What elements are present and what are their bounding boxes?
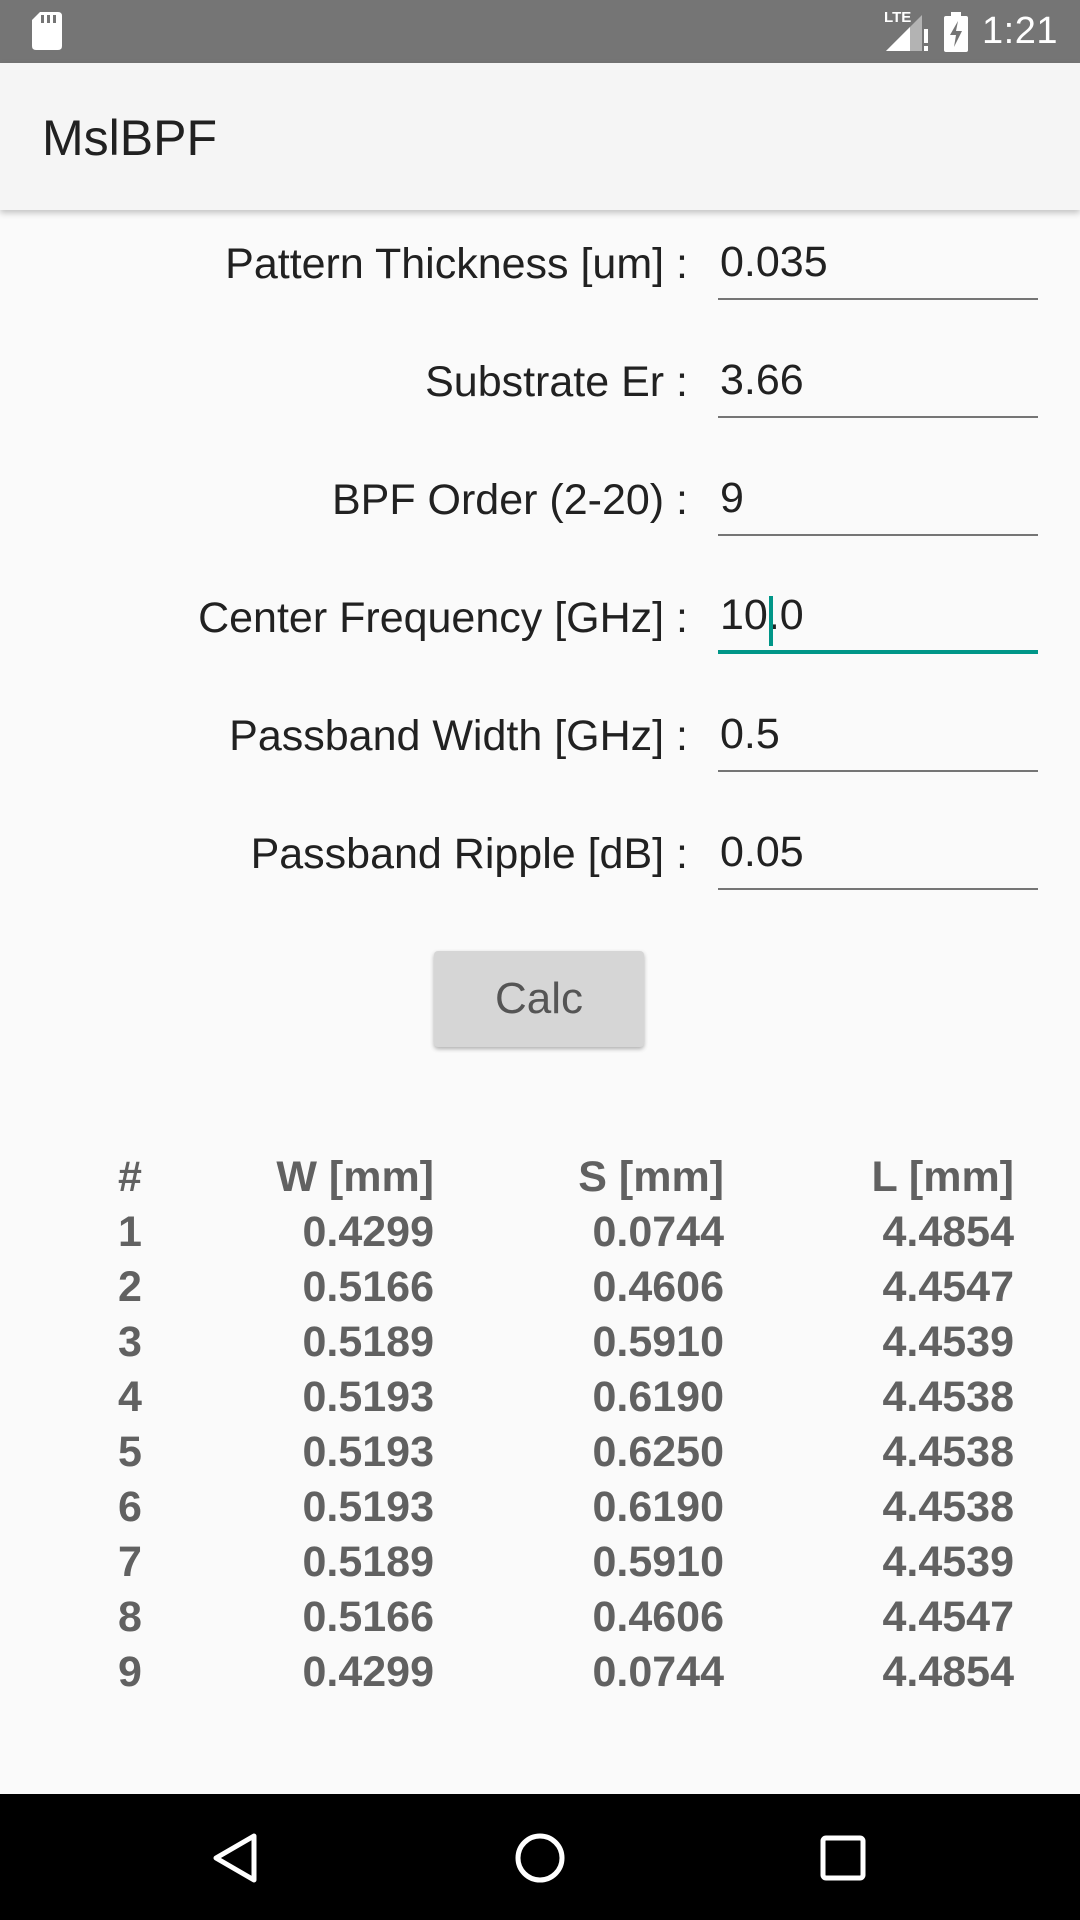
- signal-icon: LTE: [884, 8, 930, 53]
- home-icon: [515, 1833, 565, 1883]
- row-l: 4.4539: [882, 1318, 1014, 1366]
- row-l: 4.4547: [882, 1593, 1014, 1641]
- table-row: 7 0.5189 0.5910 4.4539: [0, 1535, 1080, 1590]
- row-index: 3: [118, 1318, 142, 1366]
- table-row: 6 0.5193 0.6190 4.4538: [0, 1480, 1080, 1535]
- row-l: 4.4854: [882, 1208, 1014, 1256]
- row-w: 0.5189: [302, 1538, 434, 1586]
- form-row-passband-ripple: Passband Ripple [dB] :: [0, 800, 1080, 900]
- center-frequency-input[interactable]: [718, 580, 1038, 654]
- row-s: 0.6190: [592, 1373, 724, 1421]
- table-row: 8 0.5166 0.4606 4.4547: [0, 1590, 1080, 1645]
- row-l: 4.4547: [882, 1263, 1014, 1311]
- battery-charging-icon: [944, 11, 969, 52]
- header-s: S [mm]: [578, 1153, 724, 1201]
- row-index: 8: [118, 1593, 142, 1641]
- row-w: 0.5189: [302, 1318, 434, 1366]
- text-cursor: [769, 596, 773, 646]
- substrate-er-input[interactable]: [718, 344, 1038, 418]
- sd-card-icon: [32, 12, 62, 50]
- row-index: 6: [118, 1483, 142, 1531]
- substrate-er-label: Substrate Er :: [425, 358, 688, 406]
- passband-width-label: Passband Width [GHz] :: [229, 712, 688, 760]
- row-l: 4.4539: [882, 1538, 1014, 1586]
- row-l: 4.4538: [882, 1428, 1014, 1476]
- bpf-order-label: BPF Order (2-20) :: [331, 476, 688, 524]
- status-time: 1:21: [982, 10, 1058, 52]
- back-icon: [213, 1833, 257, 1883]
- home-button[interactable]: [498, 1816, 582, 1900]
- back-button[interactable]: [194, 1816, 278, 1900]
- app-title: MslBPF: [42, 110, 217, 166]
- table-row: 4 0.5193 0.6190 4.4538: [0, 1370, 1080, 1425]
- row-s: 0.4606: [592, 1263, 724, 1311]
- table-row: 1 0.4299 0.0744 4.4854: [0, 1205, 1080, 1260]
- row-s: 0.4606: [592, 1593, 724, 1641]
- row-index: 5: [118, 1428, 142, 1476]
- row-s: 0.0744: [592, 1208, 724, 1256]
- passband-width-input[interactable]: [718, 698, 1038, 772]
- passband-ripple-label: Passband Ripple [dB] :: [250, 830, 688, 878]
- row-w: 0.4299: [302, 1208, 434, 1256]
- row-w: 0.5166: [302, 1263, 434, 1311]
- pattern-thickness-input[interactable]: [718, 226, 1038, 300]
- row-l: 4.4538: [882, 1373, 1014, 1421]
- row-l: 4.4854: [882, 1648, 1014, 1696]
- recents-button[interactable]: [801, 1816, 885, 1900]
- bpf-order-input[interactable]: [718, 462, 1038, 536]
- status-bar: LTE 1:21: [0, 0, 1080, 63]
- network-label: LTE: [884, 8, 912, 26]
- header-index: #: [118, 1153, 142, 1201]
- table-row: 5 0.5193 0.6250 4.4538: [0, 1425, 1080, 1480]
- recents-icon: [820, 1835, 866, 1881]
- row-index: 2: [118, 1263, 142, 1311]
- row-index: 4: [118, 1373, 142, 1421]
- navigation-bar: [0, 1794, 1080, 1920]
- row-s: 0.0744: [592, 1648, 724, 1696]
- form-row-center-frequency: Center Frequency [GHz] :: [0, 564, 1080, 664]
- row-s: 0.6250: [592, 1428, 724, 1476]
- row-w: 0.5193: [302, 1373, 434, 1421]
- row-s: 0.6190: [592, 1483, 724, 1531]
- row-s: 0.5910: [592, 1538, 724, 1586]
- results-header-row: # W [mm] S [mm] L [mm]: [0, 1150, 1080, 1205]
- header-w: W [mm]: [276, 1153, 434, 1201]
- form-row-passband-width: Passband Width [GHz] :: [0, 682, 1080, 782]
- header-l: L [mm]: [871, 1153, 1014, 1201]
- center-frequency-label: Center Frequency [GHz] :: [198, 594, 688, 642]
- app-bar: MslBPF: [0, 63, 1080, 210]
- row-w: 0.5166: [302, 1593, 434, 1641]
- results-table: # W [mm] S [mm] L [mm] 1 0.4299 0.0744 4…: [0, 1150, 1080, 1700]
- passband-ripple-input[interactable]: [718, 816, 1038, 890]
- table-row: 9 0.4299 0.0744 4.4854: [0, 1645, 1080, 1700]
- row-s: 0.5910: [592, 1318, 724, 1366]
- pattern-thickness-label: Pattern Thickness [um] :: [225, 240, 688, 288]
- table-row: 2 0.5166 0.4606 4.4547: [0, 1260, 1080, 1315]
- calc-button[interactable]: Calc: [434, 951, 644, 1047]
- form-row-substrate-er: Substrate Er :: [0, 328, 1080, 428]
- row-w: 0.5193: [302, 1428, 434, 1476]
- row-w: 0.5193: [302, 1483, 434, 1531]
- row-index: 9: [118, 1648, 142, 1696]
- table-row: 3 0.5189 0.5910 4.4539: [0, 1315, 1080, 1370]
- form-row-bpf-order: BPF Order (2-20) :: [0, 446, 1080, 546]
- row-index: 1: [118, 1208, 142, 1256]
- row-w: 0.4299: [302, 1648, 434, 1696]
- form-row-pattern-thickness: Pattern Thickness [um] :: [0, 210, 1080, 310]
- row-index: 7: [118, 1538, 142, 1586]
- row-l: 4.4538: [882, 1483, 1014, 1531]
